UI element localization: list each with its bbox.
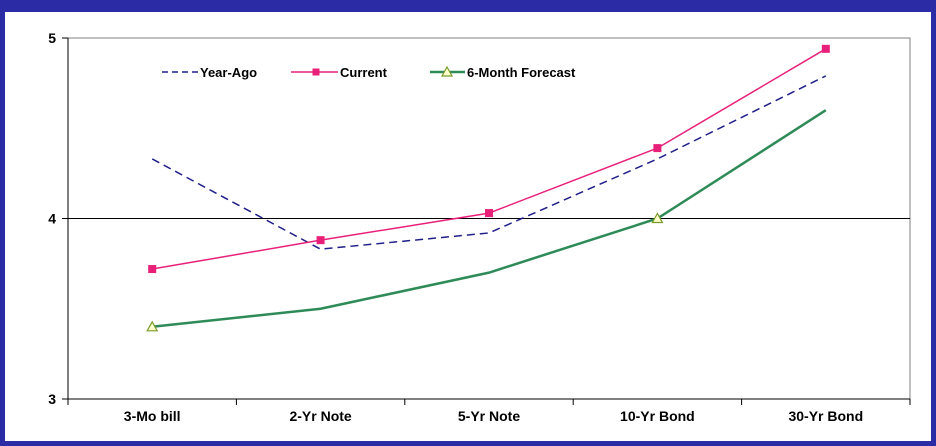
x-tick-label: 5-Yr Note: [458, 408, 520, 424]
current-marker: [821, 44, 830, 53]
series-line-year-ago: [151, 75, 827, 250]
legend-marker-forecast: [440, 65, 454, 77]
forecast-marker: [146, 320, 159, 332]
chart-axes: [62, 37, 911, 405]
current-marker: [653, 144, 662, 153]
x-tick-label: 10-Yr Bond: [620, 408, 695, 424]
legend-marker-current: [312, 68, 320, 76]
series-markers: [146, 44, 830, 332]
forecast-marker: [651, 212, 664, 224]
series-line-6-month-forecast: [152, 109, 827, 329]
series-lines: [151, 48, 827, 329]
legend-label-year-ago: Year-Ago: [200, 65, 257, 80]
legend-label-current: Current: [340, 65, 388, 80]
x-tick-label: 3-Mo bill: [124, 408, 181, 424]
series-line-current: [152, 48, 827, 270]
x-tick-label: 30-Yr Bond: [788, 408, 863, 424]
current-marker: [316, 236, 325, 245]
y-tick-label: 5: [48, 30, 56, 46]
legend: Year-Ago Current 6-Month Forecast: [162, 65, 576, 80]
y-tick-label: 3: [48, 391, 56, 407]
current-marker: [485, 209, 493, 218]
x-tick-label: 2-Yr Note: [289, 408, 351, 424]
y-tick-label: 4: [48, 211, 56, 227]
current-marker: [148, 265, 157, 274]
tick-labels: 3 4 5 3-Mo bill 2-Yr Note 5-Yr Note 10-Yr Bond…: [48, 30, 863, 424]
legend-label-forecast: 6-Month Forecast: [467, 65, 576, 80]
